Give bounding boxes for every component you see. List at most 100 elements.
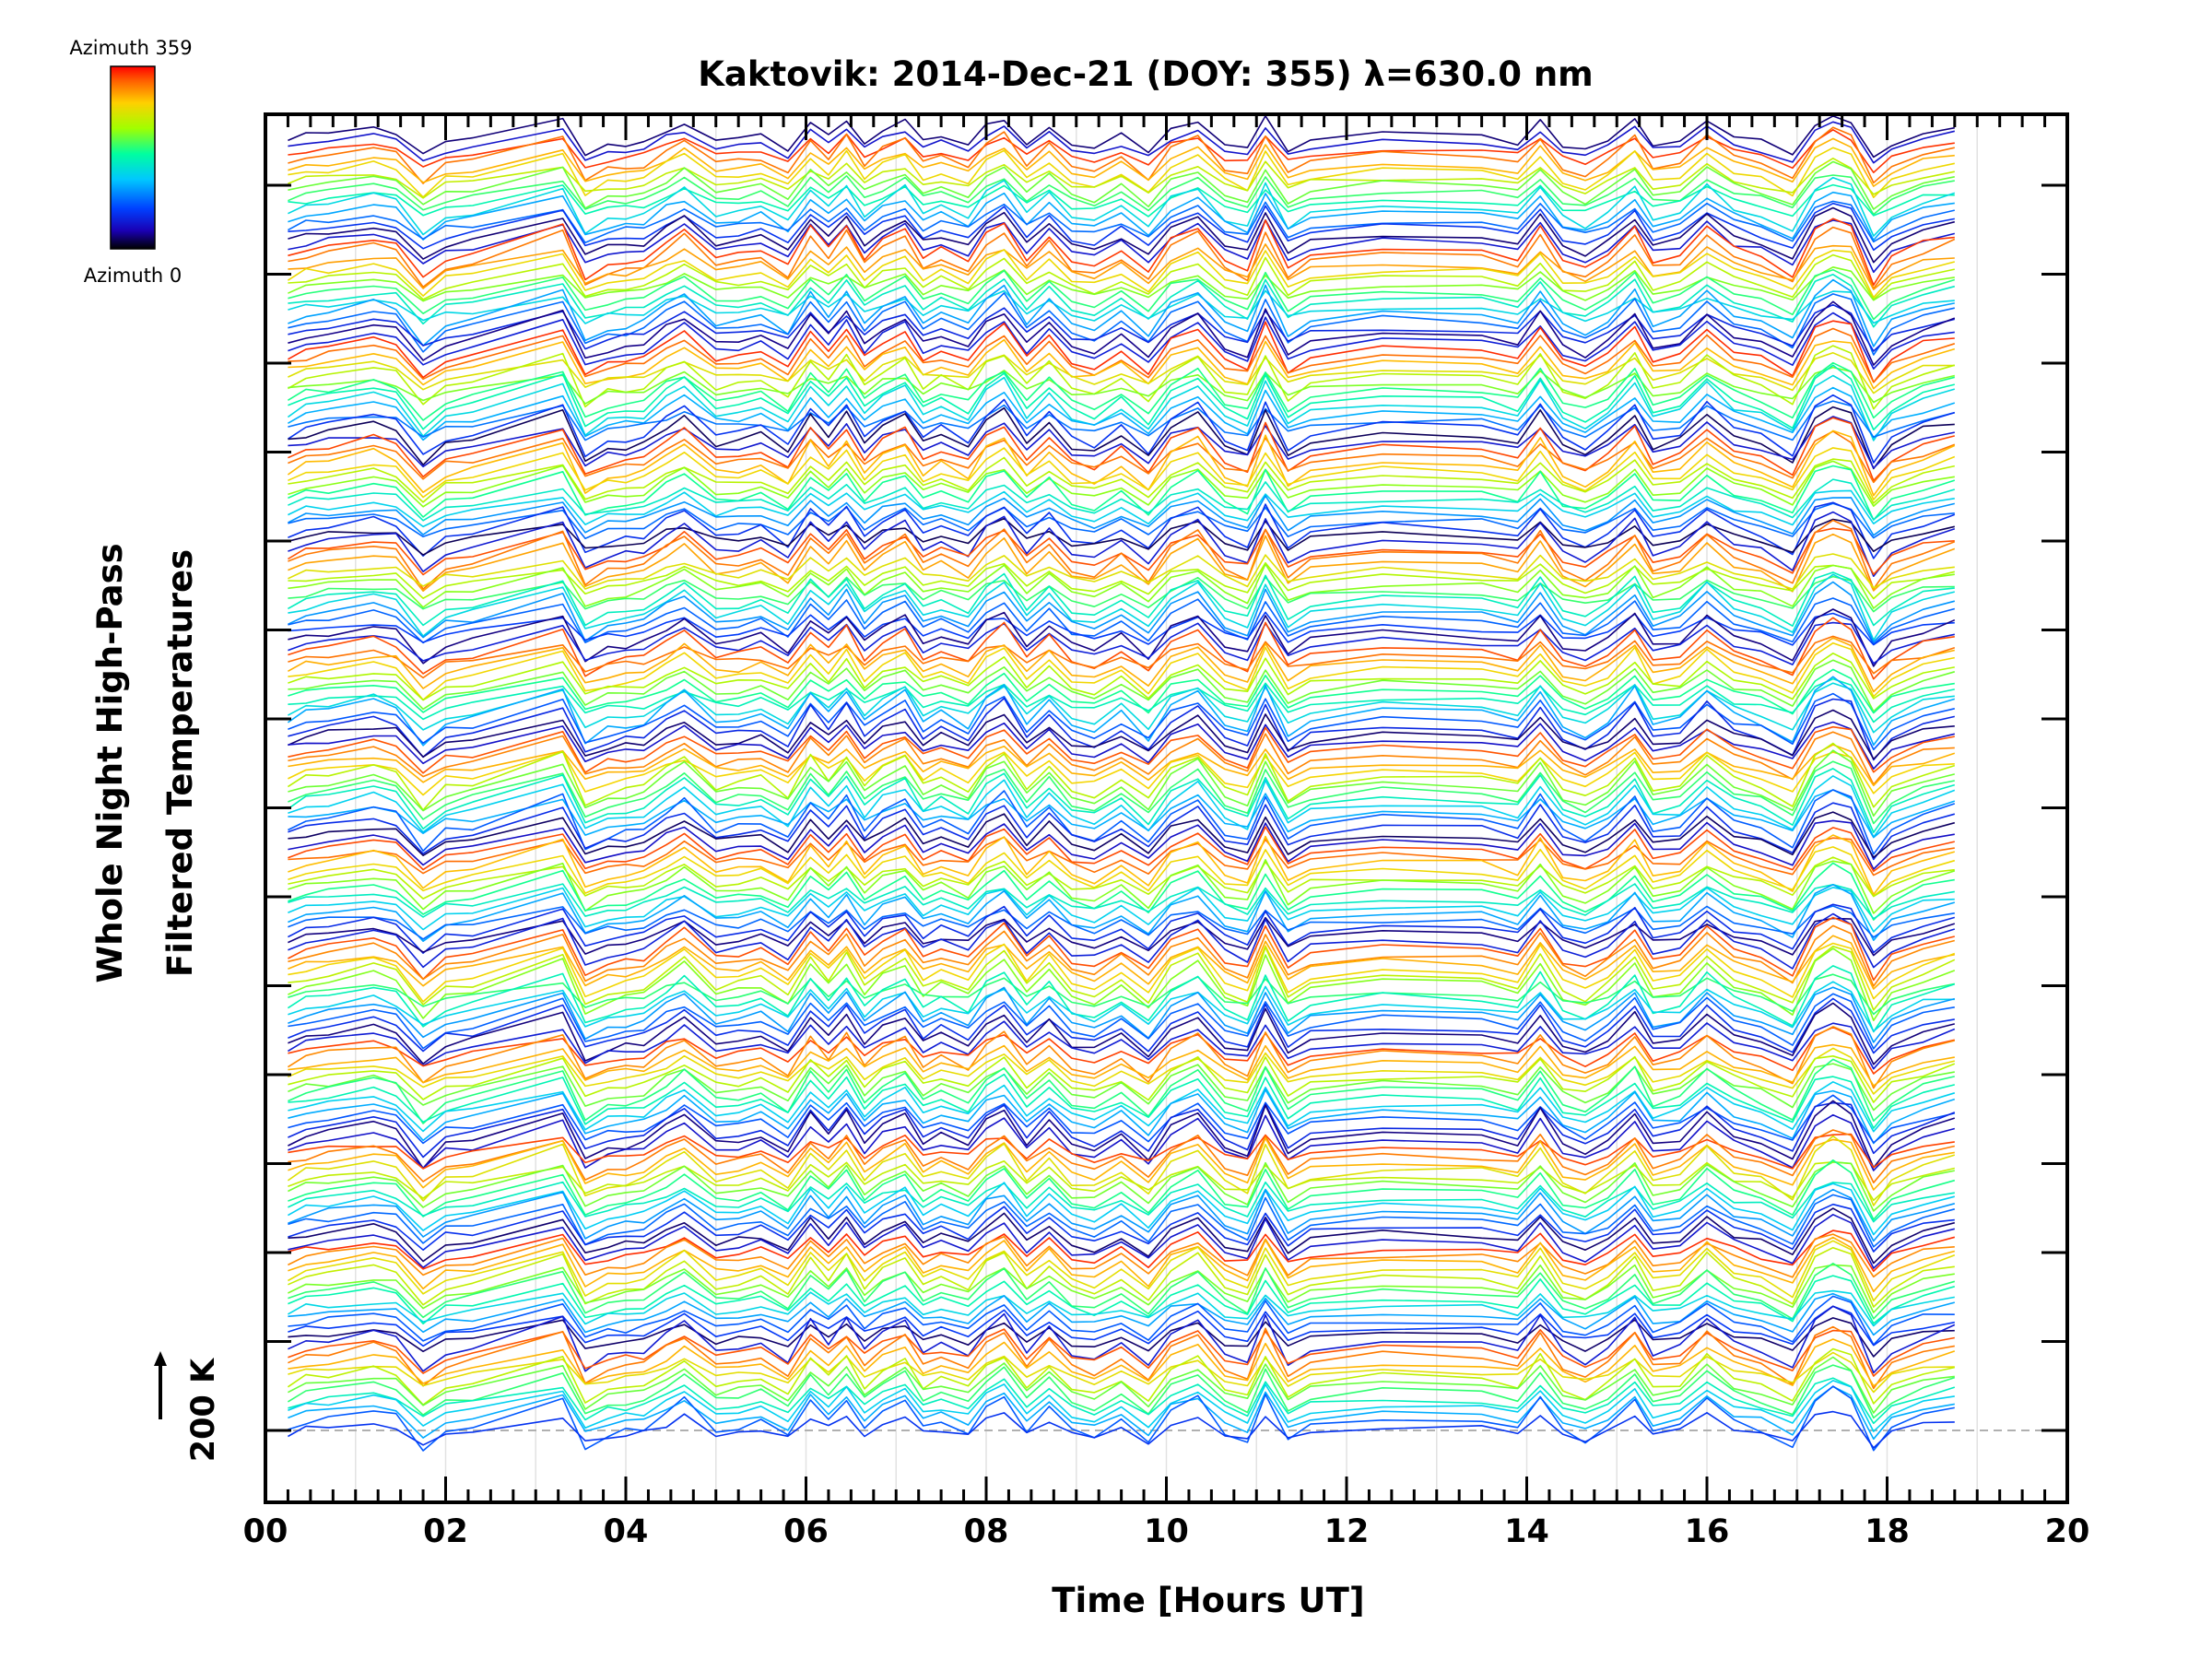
azimuth-series-line (288, 278, 1955, 347)
azimuth-series-line (288, 176, 1956, 237)
azimuth-series-line (288, 912, 1956, 970)
azimuth-series-line (288, 973, 1955, 1016)
azimuth-series-line (288, 303, 1955, 352)
x-tick-label: 08 (964, 1513, 1009, 1550)
azimuth-series-line (288, 191, 1955, 241)
azimuth-series-line (288, 721, 1955, 770)
azimuth-series-line (288, 1230, 1956, 1272)
azimuth-series-line (288, 1410, 1955, 1449)
azimuth-series-line (288, 1137, 1955, 1191)
azimuth-series-line (288, 1240, 1956, 1302)
azimuth-series-line (288, 789, 1956, 855)
azimuth-series-line (288, 1356, 1955, 1414)
azimuth-series-line (288, 668, 1955, 715)
colorbar-bottom-label: Azimuth 0 (84, 265, 182, 287)
azimuth-series-line (288, 573, 1955, 641)
azimuth-series-line (288, 750, 1955, 796)
azimuth-series-line (288, 1385, 1955, 1452)
azimuth-series-line (288, 659, 1956, 712)
azimuth-series-line (287, 965, 1956, 1033)
azimuth-series-line (288, 1159, 1956, 1220)
azimuth-series-line (288, 320, 1955, 383)
azimuth-series-line (288, 1043, 1955, 1087)
azimuth-series-line (288, 416, 1955, 469)
x-tick-label: 06 (783, 1513, 829, 1550)
azimuth-series-line (288, 1325, 1955, 1390)
series-group (287, 115, 1956, 1452)
azimuth-series-line (288, 1305, 1955, 1347)
azimuth-series-line (288, 352, 1955, 394)
azimuth-series-line (288, 1275, 1956, 1324)
azimuth-series-line (288, 561, 1955, 600)
y-axis-label-line1: Whole Night High-Pass (90, 543, 130, 982)
azimuth-series-line (288, 511, 1956, 577)
azimuth-series-line (288, 300, 1956, 366)
colorbar-top-label: Azimuth 359 (69, 37, 192, 59)
azimuth-series-line (288, 1233, 1955, 1278)
azimuth-series-line (288, 1292, 1956, 1336)
azimuth-series-line (287, 1135, 1956, 1206)
azimuth-series-line (288, 1295, 1955, 1346)
azimuth-series-line (288, 430, 1956, 484)
azimuth-series-line (288, 811, 1956, 858)
azimuth-series-line (288, 386, 1956, 441)
azimuth-series-line (288, 1338, 1956, 1387)
azimuth-series-line (288, 775, 1956, 838)
azimuth-series-line (288, 993, 1955, 1050)
azimuth-series-line (288, 1328, 1955, 1377)
azimuth-series-line (288, 366, 1955, 405)
azimuth-series-line (288, 174, 1955, 216)
azimuth-series-line (287, 394, 1956, 464)
azimuth-series-line (288, 887, 1955, 933)
azimuth-series-line (288, 417, 1955, 482)
x-axis-label: Time [Hours UT] (1052, 1581, 1364, 1620)
azimuth-series-line (288, 608, 1956, 667)
x-tick-labels: 00 02 04 06 08 10 12 14 16 18 20 (243, 1513, 2090, 1550)
azimuth-series-line (287, 1347, 1955, 1406)
azimuth-series-line (288, 206, 1955, 264)
azimuth-series-line (288, 1026, 1955, 1075)
azimuth-series-line (287, 249, 1956, 299)
azimuth-series-line (288, 553, 1955, 590)
azimuth-series-line (288, 1161, 1955, 1212)
azimuth-series-line (288, 465, 1956, 521)
azimuth-series-line (288, 760, 1955, 825)
azimuth-series-line (288, 1160, 1955, 1202)
x-tick-label: 16 (1685, 1513, 1730, 1550)
azimuth-series-line (288, 147, 1955, 198)
azimuth-series-line (288, 1088, 1956, 1145)
azimuth-series-line (288, 1380, 1955, 1432)
azimuth-series-line (288, 617, 1955, 680)
azimuth-series-line (287, 768, 1956, 833)
azimuth-series-line (288, 1101, 1956, 1159)
azimuth-series-line (288, 637, 1955, 693)
azimuth-series-line (288, 1263, 1956, 1320)
azimuth-series-line (288, 1236, 1956, 1293)
scale-bar-arrowhead (154, 1351, 167, 1366)
x-tick-label: 14 (1504, 1513, 1549, 1550)
azimuth-series-line (288, 1203, 1955, 1253)
azimuth-series-line (287, 742, 1956, 811)
azimuth-series-line (288, 1094, 1955, 1145)
axis-ticks (264, 114, 2069, 1502)
azimuth-series-line (288, 575, 1955, 613)
azimuth-series-line (287, 1026, 1955, 1089)
azimuth-series-line (288, 1133, 1955, 1170)
azimuth-series-line (288, 859, 1956, 914)
azimuth-series-line (288, 836, 1955, 877)
azimuth-series-line (288, 709, 1955, 760)
azimuth-series-line (288, 1058, 1955, 1124)
azimuth-series-line (288, 129, 1955, 173)
azimuth-series-line (288, 327, 1956, 383)
azimuth-series-line (288, 495, 1955, 536)
azimuth-series-line (288, 137, 1955, 187)
azimuth-series-line (288, 1055, 1956, 1103)
azimuth-series-line (288, 218, 1955, 286)
azimuth-series-line (288, 744, 1956, 787)
azimuth-series-line (288, 749, 1955, 818)
azimuth-series-line (288, 834, 1956, 896)
azimuth-series-line (288, 677, 1955, 724)
azimuth-series-line (288, 946, 1956, 1011)
azimuth-series-line (288, 226, 1956, 289)
